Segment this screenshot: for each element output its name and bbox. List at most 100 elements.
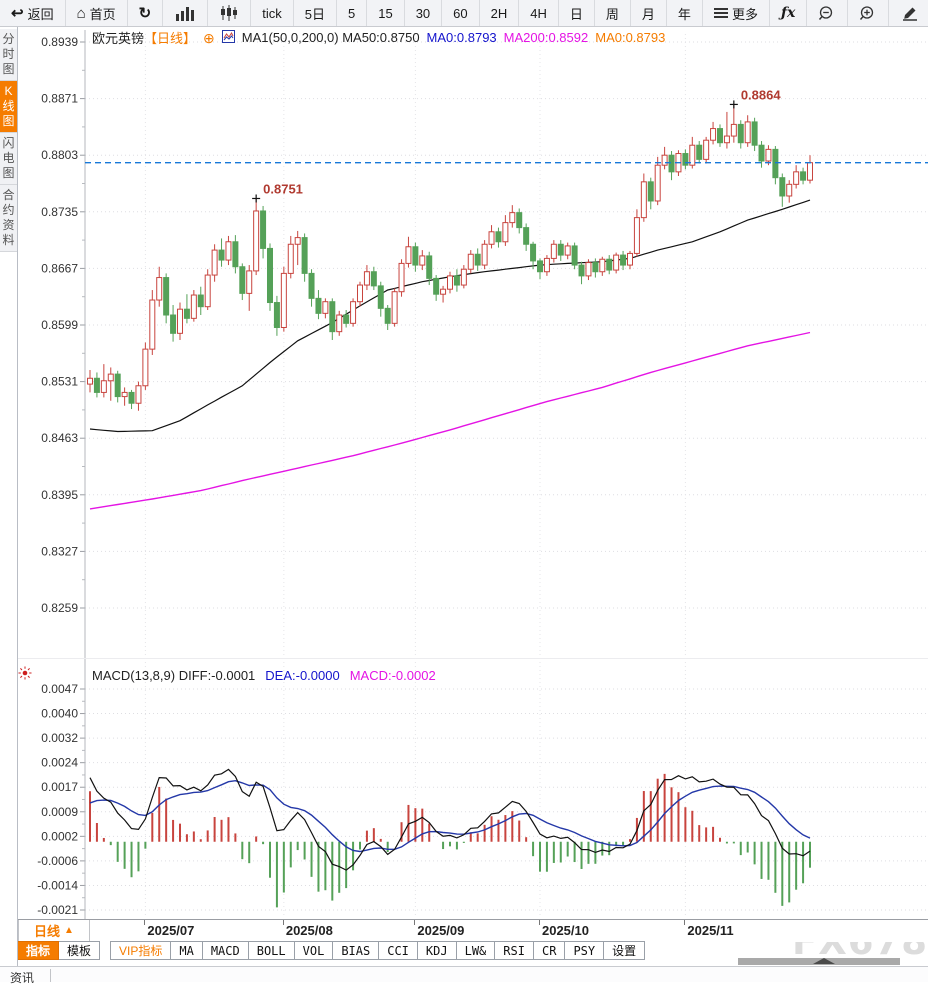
candle-chart-button[interactable] bbox=[208, 0, 252, 26]
period-label: 【日线】 bbox=[144, 31, 197, 46]
zoom-in-icon bbox=[859, 5, 877, 22]
bar-chart-button[interactable] bbox=[163, 0, 209, 26]
axis-tick-label: 0.0024 bbox=[41, 756, 78, 770]
candlestick-icon bbox=[219, 5, 239, 21]
macd-bar-value: MACD:-0.0002 bbox=[349, 668, 436, 683]
tab-CR[interactable]: CR bbox=[533, 941, 566, 960]
main-chart-legend: 欧元英镑【日线】 ⊕ MA1(50,0,200,0) MA50:0.8750 M… bbox=[92, 28, 665, 47]
tab-BOLL[interactable]: BOLL bbox=[248, 941, 295, 960]
back-icon: ↩ bbox=[11, 4, 24, 22]
axis-tick-label: 0.8531 bbox=[41, 375, 78, 389]
period-15m-button-label: 15 bbox=[378, 5, 393, 21]
tab-KDJ[interactable]: KDJ bbox=[417, 941, 457, 960]
sidebar-item-3[interactable]: 合约资料 bbox=[0, 185, 17, 252]
x-axis-row: 日线 ▲ 2025/07 2025/08 2025/09 2025/10 2025/11 bbox=[17, 919, 928, 942]
axis-tick-label: 0.8803 bbox=[41, 148, 78, 162]
month-label: 2025/10 bbox=[541, 923, 589, 938]
period-tick-button[interactable]: tick bbox=[251, 0, 294, 26]
tab-MACD[interactable]: MACD bbox=[202, 941, 249, 960]
axis-tick-label: -0.0021 bbox=[37, 903, 78, 917]
tab-CCI[interactable]: CCI bbox=[379, 941, 418, 960]
news-tab[interactable]: 资讯 bbox=[6, 969, 51, 985]
axis-tick-label: 0.8871 bbox=[41, 92, 78, 106]
back-button[interactable]: ↩ 返回 bbox=[0, 0, 66, 26]
period-year-button[interactable]: 年 bbox=[667, 0, 703, 26]
sidebar-item-2[interactable]: 闪电图 bbox=[0, 133, 17, 185]
axis-tick-label: 0.8395 bbox=[41, 488, 78, 502]
tab-PSY[interactable]: PSY bbox=[565, 941, 605, 960]
home-button-label: 首页 bbox=[89, 6, 116, 22]
axis-tick-label: -0.0006 bbox=[37, 854, 78, 868]
period-month-button[interactable]: 月 bbox=[631, 0, 667, 26]
period-selector[interactable]: 日线 ▲ bbox=[18, 920, 90, 941]
panel-collapse-handle[interactable] bbox=[738, 958, 900, 965]
period-5m-button[interactable]: 5 bbox=[337, 0, 368, 26]
period-15m-button[interactable]: 15 bbox=[367, 0, 405, 26]
draw-pencil-icon bbox=[900, 5, 919, 21]
ma0-blue-value: MA0:0.8793 bbox=[426, 30, 497, 45]
period-2h-button[interactable]: 2H bbox=[480, 0, 520, 26]
draw-button[interactable] bbox=[889, 0, 928, 26]
period-month-button-label: 月 bbox=[641, 6, 655, 22]
sidebar-item-0[interactable]: 分时图 bbox=[0, 29, 17, 81]
home-button[interactable]: ⌂ 首页 bbox=[66, 0, 128, 26]
period-60m-button[interactable]: 60 bbox=[442, 0, 480, 26]
period-day-button-label: 日 bbox=[569, 6, 583, 22]
period-4h-button[interactable]: 4H bbox=[519, 0, 559, 26]
month-tick bbox=[684, 920, 686, 925]
month-label: 2025/08 bbox=[285, 923, 333, 938]
zoom-out-icon bbox=[818, 5, 836, 22]
macd-legend: MACD(13,8,9) DIFF:-0.0001 DEA:-0.0000 MA… bbox=[92, 668, 436, 683]
tab-LW&[interactable]: LW& bbox=[456, 941, 496, 960]
month-tick bbox=[282, 920, 284, 925]
back-button-label: 返回 bbox=[27, 6, 54, 22]
indicator-tabs: 指标 模板 VIP指标 MA MACD BOLL VOL BIAS CCI KDJ LW& RSI CR… bbox=[17, 941, 928, 962]
tab-设置[interactable]: 设置 bbox=[604, 941, 646, 960]
bar-chart-icon bbox=[174, 5, 196, 21]
formula-button-label: ƒx bbox=[780, 5, 796, 21]
axis-tick-label: 0.0040 bbox=[41, 707, 78, 721]
period-60m-button-label: 60 bbox=[453, 5, 468, 21]
zoom-out-button[interactable] bbox=[807, 0, 849, 26]
macd-dea-value: DEA:-0.0000 bbox=[265, 668, 340, 683]
period-week-button-label: 周 bbox=[605, 6, 619, 22]
indicator-settings-icon[interactable] bbox=[17, 665, 33, 686]
axis-tick-label: 0.8599 bbox=[41, 318, 78, 332]
macd-diff-value: MACD(13,8,9) DIFF:-0.0001 bbox=[92, 668, 256, 683]
period-5d-button-label: 5日 bbox=[304, 6, 325, 22]
bottom-bar: 资讯 bbox=[0, 966, 928, 985]
tab-BIAS[interactable]: BIAS bbox=[333, 941, 380, 960]
tab-指标[interactable]: 指标 bbox=[17, 941, 60, 960]
period-day-button[interactable]: 日 bbox=[559, 0, 595, 26]
tab-VOL[interactable]: VOL bbox=[294, 941, 334, 960]
tab-RSI[interactable]: RSI bbox=[495, 941, 534, 960]
axis-tick-label: 0.8667 bbox=[41, 261, 78, 275]
tab-MA[interactable]: MA bbox=[171, 941, 203, 960]
axis-tick-label: -0.0014 bbox=[37, 878, 78, 892]
period-30m-button[interactable]: 30 bbox=[405, 0, 443, 26]
symbol-name: 欧元英镑【日线】 bbox=[92, 28, 196, 47]
price-annotation: 0.8751 bbox=[263, 181, 303, 196]
more-button[interactable]: 更多 bbox=[703, 0, 770, 26]
axis-tick-label: 0.8327 bbox=[41, 544, 78, 558]
tab-VIP指标[interactable]: VIP指标 bbox=[110, 941, 172, 960]
refresh-button[interactable]: ↻ bbox=[128, 0, 164, 26]
axis-tick-label: 0.0017 bbox=[41, 780, 78, 794]
sidebar-item-1[interactable]: K线图 bbox=[0, 81, 17, 133]
axis-tick-label: 0.0047 bbox=[41, 682, 78, 696]
mini-chart-badge-icon bbox=[221, 29, 235, 46]
month-label: 2025/11 bbox=[687, 923, 734, 938]
zoom-in-button[interactable] bbox=[848, 0, 890, 26]
period-30m-button-label: 30 bbox=[415, 5, 431, 21]
tab-模板[interactable]: 模板 bbox=[59, 941, 101, 960]
period-week-button[interactable]: 周 bbox=[595, 0, 631, 26]
period-5d-button[interactable]: 5日 bbox=[294, 0, 337, 26]
add-compare-icon[interactable]: ⊕ bbox=[203, 29, 215, 46]
month-tick bbox=[144, 920, 146, 925]
formula-button[interactable]: ƒx bbox=[770, 0, 808, 26]
ma-settings-label: MA1(50,0,200,0) MA50:0.8750 bbox=[241, 30, 420, 45]
period-5m-button-label: 5 bbox=[347, 5, 356, 21]
period-year-button-label: 年 bbox=[677, 6, 691, 22]
axis-tick-label: 0.8463 bbox=[41, 431, 78, 445]
